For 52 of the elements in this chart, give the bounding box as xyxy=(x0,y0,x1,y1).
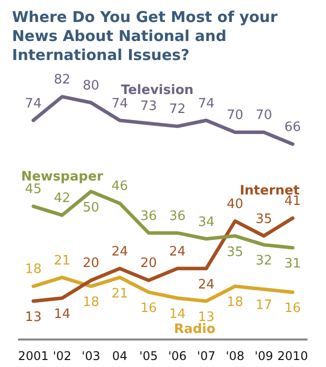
data-label: 16 xyxy=(284,301,301,316)
data-label: 18 xyxy=(82,295,100,310)
data-label: 73 xyxy=(140,99,157,114)
data-label: 42 xyxy=(54,191,70,206)
data-label: 36 xyxy=(140,208,157,224)
data-label: 13 xyxy=(25,310,42,325)
x-tick-label: '02 xyxy=(52,348,72,363)
x-tick-label: '06 xyxy=(168,348,187,363)
data-label: 18 xyxy=(25,262,42,278)
data-label: 17 xyxy=(256,298,272,314)
data-label: 36 xyxy=(169,208,186,224)
data-label: 14 xyxy=(169,307,186,322)
data-label: 20 xyxy=(140,256,157,272)
x-tick-label: '05 xyxy=(139,348,158,363)
data-label: 32 xyxy=(256,254,272,269)
data-label: 70 xyxy=(256,108,272,124)
data-label: 16 xyxy=(140,301,157,316)
data-label: 74 xyxy=(198,96,214,112)
series-label: Newspaper xyxy=(21,170,104,185)
data-label: 35 xyxy=(256,212,272,227)
series-label: Television xyxy=(120,83,194,98)
data-label: 21 xyxy=(54,253,70,268)
series-label: Radio xyxy=(174,322,216,337)
data-label: 72 xyxy=(169,102,186,118)
x-tick-label: '08 xyxy=(226,348,244,363)
data-label: 46 xyxy=(112,179,128,194)
x-tick-label: 04 xyxy=(112,348,128,363)
data-label: 66 xyxy=(284,120,301,135)
data-label: 82 xyxy=(54,72,70,88)
x-tick-label: 2001 xyxy=(18,348,49,363)
x-tick-label: '07 xyxy=(196,348,216,363)
data-label: 24 xyxy=(169,244,186,260)
data-label: 18 xyxy=(226,295,244,310)
data-label: 24 xyxy=(112,244,128,260)
data-label: 45 xyxy=(25,182,42,198)
data-label: 70 xyxy=(226,108,244,124)
x-tick-label: 2010 xyxy=(277,348,308,363)
x-tick-label: '09 xyxy=(254,348,274,363)
chart-title: Where Do You Get Most of your News About National and International Issues? xyxy=(12,8,279,65)
data-label: 20 xyxy=(82,256,100,272)
data-label: 40 xyxy=(226,196,244,212)
x-tick-label: '03 xyxy=(82,348,100,363)
data-label: 31 xyxy=(284,256,301,272)
data-label: 80 xyxy=(82,78,100,94)
data-label: 34 xyxy=(198,214,214,230)
data-label: 24 xyxy=(198,277,214,292)
data-label: 35 xyxy=(226,244,244,260)
data-label: 74 xyxy=(25,96,42,112)
data-label: 74 xyxy=(112,96,128,112)
data-label: 21 xyxy=(112,286,128,302)
data-label: 14 xyxy=(54,307,70,322)
data-label: 50 xyxy=(82,200,100,216)
